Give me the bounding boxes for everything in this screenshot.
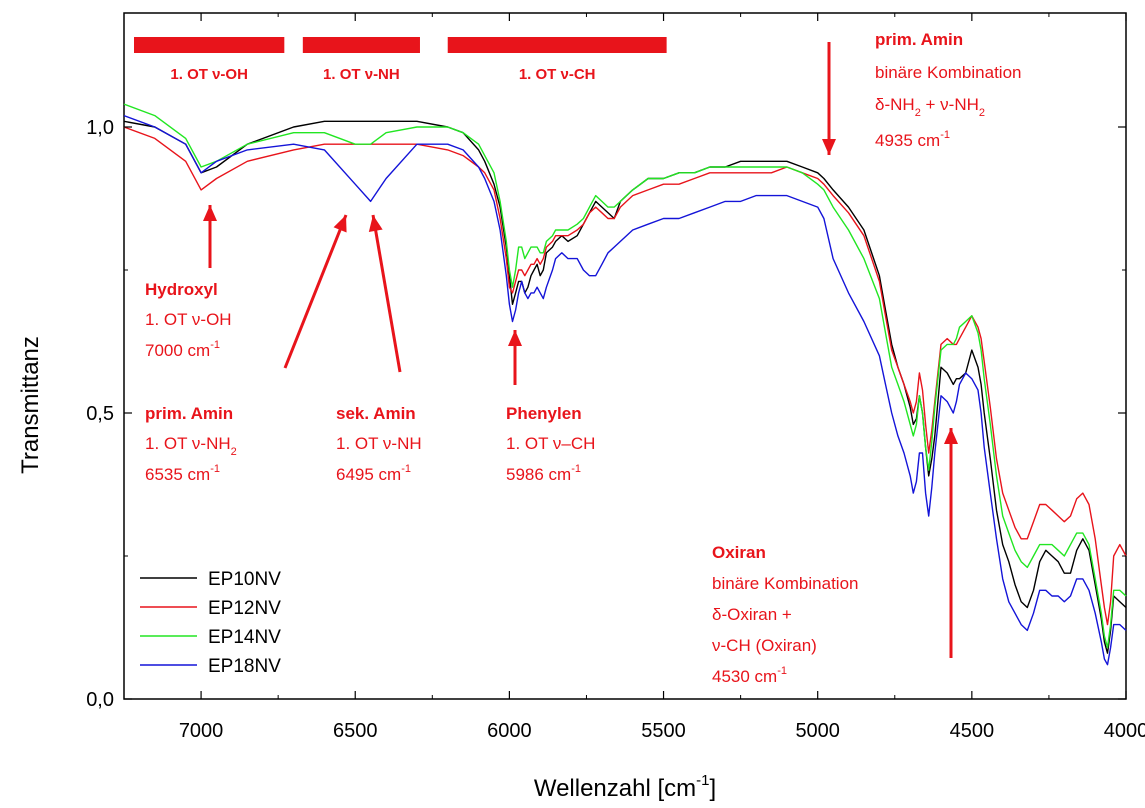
legend-label-ep10nv: EP10NV <box>208 569 281 590</box>
annotation-line: 1. OT ν-OH <box>145 310 232 329</box>
annotation-title: sek. Amin <box>336 404 416 423</box>
annotation-oxiran: Oxiran binäre Kombination δ-Oxiran + ν-C… <box>712 543 858 686</box>
legend-label-ep18nv: EP18NV <box>208 656 281 677</box>
annotation-line: ν-CH (Oxiran) <box>712 636 817 655</box>
annotation-title: Hydroxyl <box>145 280 218 299</box>
legend-label-ep14nv: EP14NV <box>208 627 281 648</box>
annotation-prim-amin-nh2: prim. Amin 1. OT ν-NH2 6535 cm-1 <box>145 404 237 484</box>
y-tick-label: 0,0 <box>86 689 114 711</box>
band-label: 1. OT ν-OH <box>170 66 248 83</box>
annotation-line: δ-NH2 + ν-NH2 <box>875 95 985 119</box>
annotation-line: 4935 cm-1 <box>875 129 950 150</box>
annotation-line: 1. OT ν–CH <box>506 434 595 453</box>
annotation-title: Phenylen <box>506 404 582 423</box>
annotation-line: binäre Kombination <box>875 63 1021 82</box>
x-tick-label: 5500 <box>641 720 686 742</box>
x-tick-label: 4500 <box>950 720 995 742</box>
y-tick-label: 0,5 <box>86 403 114 425</box>
x-tick-label: 5000 <box>795 720 840 742</box>
annotation-title: Oxiran <box>712 543 766 562</box>
series-line-ep12nv <box>123 126 1127 626</box>
band-label: 1. OT ν-CH <box>519 66 596 83</box>
x-tick-label: 6000 <box>487 720 532 742</box>
plot-frame <box>123 12 1127 700</box>
arrow-prim-amin-combination-head <box>822 139 836 155</box>
series-line-ep18nv <box>123 114 1127 666</box>
arrow-phenylen-head <box>508 330 522 346</box>
band-bar <box>134 37 285 53</box>
annotation-line: 6495 cm-1 <box>336 463 411 484</box>
legend-label-ep12nv: EP12NV <box>208 598 281 619</box>
annotation-line: 4530 cm-1 <box>712 665 787 686</box>
arrow-sek-amin-shaft <box>371 214 402 373</box>
y-axis-title: Transmittanz <box>17 336 44 474</box>
annotation-title: prim. Amin <box>145 404 233 423</box>
x-axis-title: Wellenzahl [cm-1] <box>534 772 716 802</box>
annotation-line: 6535 cm-1 <box>145 463 220 484</box>
band-bar <box>447 37 667 53</box>
annotation-title: prim. Amin <box>875 30 963 49</box>
annotation-line: 1. OT ν-NH <box>336 434 422 453</box>
arrow-sek-amin-head <box>368 215 383 232</box>
arrow-group <box>203 42 958 658</box>
legend: EP10NV EP12NV EP14NV EP18NV <box>140 569 281 677</box>
x-tick-label: 4000 <box>1104 720 1145 742</box>
band-bar <box>302 37 420 53</box>
arrow-hydroxyl-head <box>203 205 217 221</box>
band-group: 1. OT ν-OH 1. OT ν-NH 1. OT ν-CH <box>134 37 667 83</box>
arrow-oxiran-head <box>944 428 958 444</box>
annotation-hydroxyl: Hydroxyl 1. OT ν-OH 7000 cm-1 <box>145 280 232 360</box>
series-group <box>123 103 1127 666</box>
annotation-line: binäre Kombination <box>712 574 858 593</box>
arrow-prim-amin-nh2-head <box>333 215 347 233</box>
annotation-line: 5986 cm-1 <box>506 463 581 484</box>
arrow-prim-amin-nh2-shaft <box>283 214 348 369</box>
annotation-prim-amin-combination: prim. Amin binäre Kombination δ-NH2 + ν-… <box>875 30 1021 150</box>
x-tick-label: 6500 <box>333 720 378 742</box>
tick-group: 7000 6500 6000 5500 5000 4500 4000 0,0 0,5 1,0 <box>86 13 1145 742</box>
series-line-ep14nv <box>123 103 1127 649</box>
annotation-line: 1. OT ν-NH2 <box>145 434 237 458</box>
y-tick-label: 1,0 <box>86 117 114 139</box>
x-tick-label: 7000 <box>179 720 224 742</box>
annotation-phenylen: Phenylen 1. OT ν–CH 5986 cm-1 <box>506 404 595 484</box>
annotation-line: 7000 cm-1 <box>145 339 220 360</box>
annotation-line: δ-Oxiran + <box>712 605 792 624</box>
band-label: 1. OT ν-NH <box>323 66 400 83</box>
annotation-sek-amin: sek. Amin 1. OT ν-NH 6495 cm-1 <box>336 404 422 484</box>
